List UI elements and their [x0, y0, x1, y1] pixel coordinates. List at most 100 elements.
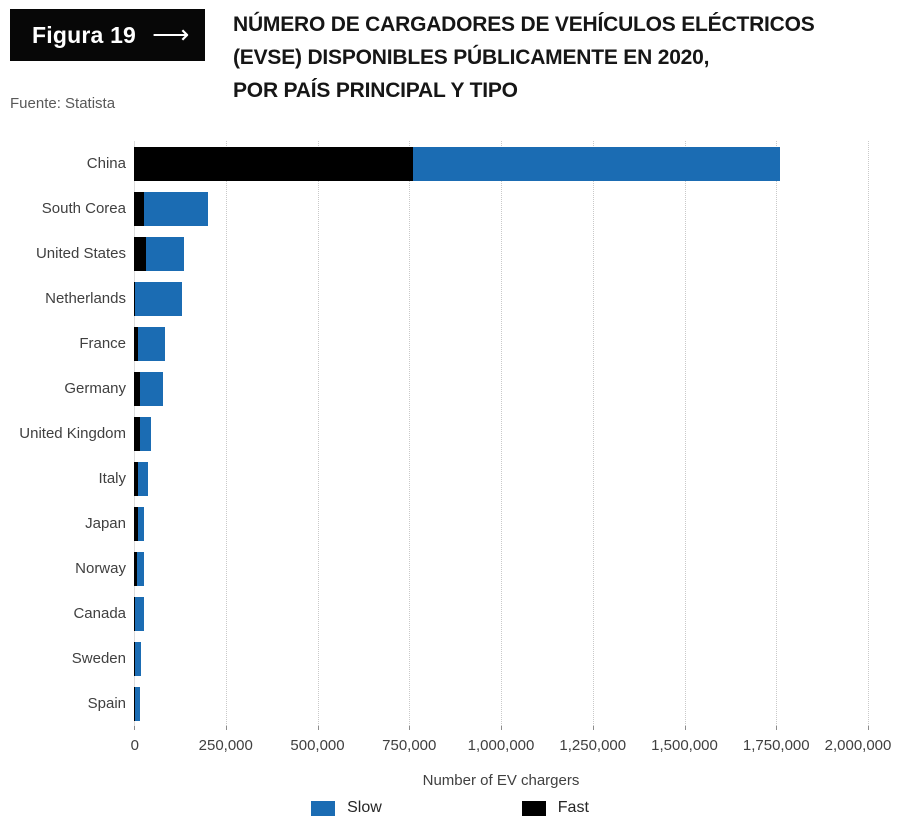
x-tick-label-250,000: 250,000 — [198, 737, 253, 754]
bar-row-united-kingdom: United Kingdom — [0, 411, 900, 456]
bar-chart: China South Corea United States Netherlands… — [0, 141, 900, 730]
country-label: Spain — [87, 695, 126, 712]
figure-badge: Figura 19 ⟶ — [10, 9, 205, 61]
fast-bar-segment — [134, 641, 135, 676]
gridline-250000 — [225, 141, 227, 726]
fast-bar-segment — [134, 686, 135, 721]
x-tick-label-1,250,000: 1,250,000 — [559, 737, 627, 754]
bar-row-south-corea: South Corea — [0, 186, 900, 231]
country-label: South Corea — [41, 200, 126, 217]
tickmark-750000 — [409, 726, 411, 730]
bar-track — [134, 596, 144, 631]
x-axis-tick-labels: 0 250,000 500,000 750,000 1,000,000 1,250,000… — [0, 737, 900, 757]
bar-track — [134, 236, 185, 271]
legend-item-slow: Slow — [311, 799, 382, 817]
x-tick-label-2,000,000: 2,000,000 — [824, 737, 892, 754]
figure-badge-label: Figura 19 — [32, 21, 137, 48]
x-tick-label-750,000: 750,000 — [382, 737, 437, 754]
slow-bar-segment — [135, 281, 183, 316]
chart-legend: Slow Fast — [0, 799, 900, 817]
slow-bar-segment — [138, 326, 165, 361]
tickmark-1250000 — [592, 726, 594, 730]
bar-row-sweden: Sweden — [0, 636, 900, 681]
country-label: China — [86, 155, 126, 172]
chart-title: NÚMERO DE CARGADORES DE VEHÍCULOS ELÉCTR… — [233, 8, 873, 107]
gridline-1000000 — [501, 141, 502, 726]
gridline-500000 — [317, 141, 319, 726]
bar-row-france: France — [0, 321, 900, 366]
slow-bar-segment — [140, 416, 152, 451]
slow-bar-segment — [134, 686, 141, 721]
source-label: Fuente: Statista — [10, 95, 116, 112]
fast-bar-segment — [134, 236, 147, 271]
fast-bar-segment — [134, 191, 145, 226]
fast-bar-segment — [134, 596, 135, 631]
tickmark-500000 — [317, 726, 319, 730]
bar-track — [134, 371, 164, 406]
gridline-750000 — [409, 141, 411, 726]
gridline-1250000 — [592, 141, 594, 726]
fast-bar-segment — [134, 461, 139, 496]
bar-track — [134, 506, 144, 541]
country-label: Norway — [75, 560, 126, 577]
bar-row-spain: Spain — [0, 681, 900, 726]
fast-bar-segment — [134, 371, 141, 406]
tickmark-1000000 — [501, 726, 502, 730]
slow-bar-segment — [146, 236, 185, 271]
gridline-1500000 — [684, 141, 686, 726]
fast-bar-segment — [134, 146, 413, 181]
country-label: Italy — [98, 470, 126, 487]
legend-label: Slow — [347, 799, 382, 816]
fast-bar-segment — [134, 281, 136, 316]
legend-label: Fast — [557, 799, 589, 816]
legend-swatch-slow — [311, 800, 336, 816]
tickmark-2000000 — [868, 726, 869, 730]
country-label: Sweden — [71, 650, 126, 667]
slow-bar-segment — [144, 191, 209, 226]
slow-bar-segment — [138, 461, 148, 496]
tickmark-1750000 — [776, 726, 778, 730]
bar-row-germany: Germany — [0, 366, 900, 411]
country-label: Germany — [64, 380, 126, 397]
x-tick-label-1,000,000: 1,000,000 — [467, 737, 535, 754]
slow-bar-segment — [134, 641, 142, 676]
country-label: Japan — [85, 515, 126, 532]
tickmark-1500000 — [684, 726, 686, 730]
right-arrow-icon: ⟶ — [152, 18, 190, 49]
x-tick-label-1,500,000: 1,500,000 — [651, 737, 718, 754]
bar-row-norway: Norway — [0, 546, 900, 591]
country-label: France — [79, 335, 126, 352]
bar-track — [134, 146, 780, 181]
bar-row-china: China — [0, 141, 900, 186]
bar-track — [134, 641, 142, 676]
bar-track — [134, 416, 152, 451]
fast-bar-segment — [134, 326, 139, 361]
tickmark-250000 — [225, 726, 227, 730]
gridline-2000000 — [868, 141, 869, 726]
bar-row-united-states: United States — [0, 231, 900, 276]
bar-row-japan: Japan — [0, 501, 900, 546]
slow-bar-segment — [412, 146, 780, 181]
x-axis-title: Number of EV chargers — [422, 772, 580, 789]
country-label: United Kingdom — [19, 425, 126, 442]
fast-bar-segment — [134, 551, 138, 586]
gridline-1750000 — [776, 141, 778, 726]
slow-bar-segment — [134, 596, 144, 631]
bar-row-netherlands: Netherlands — [0, 276, 900, 321]
slow-bar-segment — [138, 506, 144, 541]
bar-track — [134, 326, 165, 361]
country-label: Canada — [73, 605, 126, 622]
bar-track — [134, 551, 144, 586]
bar-track — [134, 191, 209, 226]
fast-bar-segment — [134, 416, 141, 451]
fast-bar-segment — [134, 506, 139, 541]
bar-track — [134, 281, 183, 316]
x-tick-label-1,750,000: 1,750,000 — [742, 737, 810, 754]
slow-bar-segment — [137, 551, 144, 586]
tickmark-0 — [134, 726, 135, 730]
x-tick-label-500,000: 500,000 — [290, 737, 345, 754]
legend-item-fast: Fast — [521, 799, 589, 817]
chart-title-line-3: POR PAÍS PRINCIPAL Y TIPO — [233, 79, 518, 102]
country-label: United States — [35, 245, 126, 262]
